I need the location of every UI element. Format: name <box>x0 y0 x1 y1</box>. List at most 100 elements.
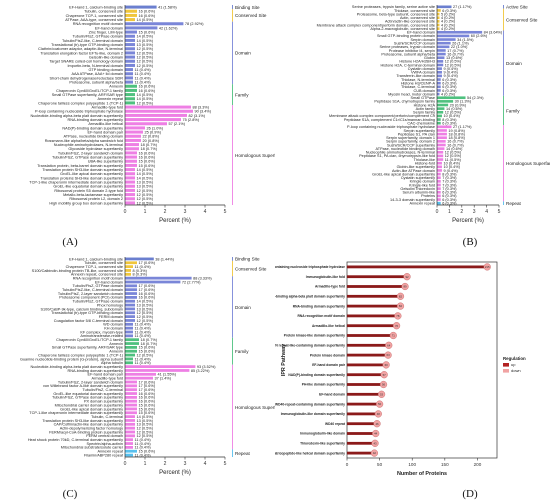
legend-bracket <box>503 95 504 125</box>
category-label: von Willebrand factor A-like domain supe… <box>43 384 123 388</box>
value-label: 16 (0.6%) <box>139 392 156 396</box>
bar <box>125 434 135 438</box>
value-label: 17 (0.6%) <box>139 284 156 288</box>
value-label: 16 (0.7%) <box>447 143 464 147</box>
bar <box>437 100 454 103</box>
x-tick-label: 0 <box>346 462 349 467</box>
category-label: Serpin superfamily <box>404 129 436 133</box>
bar <box>125 288 137 292</box>
bar <box>437 70 442 74</box>
category-label: Immunoglobulin-like fold <box>306 275 345 279</box>
bar <box>347 451 375 455</box>
category-label: Thioredoxin-like superfamily <box>300 442 345 446</box>
value-label: 11 (0.4%) <box>135 72 152 76</box>
category-label: Translational (tr)-type GTP-binding doma… <box>51 43 123 47</box>
value-label: 56 <box>382 383 386 387</box>
category-label: EF-hand domain <box>407 31 435 35</box>
bar <box>125 84 137 88</box>
category-label: GroEL-like equatorial domain superfamily <box>53 185 123 189</box>
value-label: 10 (0.4%) <box>443 114 460 118</box>
category-label: Annexin <box>109 342 123 346</box>
category-label: Coagulation factor 5/8 C-terminal domain <box>54 319 123 323</box>
category-label: Short-chain dehydrogenase/reductase SDR <box>50 76 124 80</box>
value-label: 4 (0.2%) <box>441 92 456 96</box>
bar <box>125 138 141 142</box>
category-label: PX domain superfamily <box>84 400 123 404</box>
value-label: 11 (0.4%) <box>135 68 152 72</box>
value-label: 18 (0.7%) <box>141 143 158 147</box>
category-label: Protease inhibitor I4, serpin <box>389 49 435 53</box>
value-label: 82 (3.1%) <box>189 114 206 118</box>
category-label: Tubulin/FtsZ, GTPase domain <box>72 300 123 304</box>
value-label: 43 <box>373 441 377 445</box>
value-label: 8 (0.3%) <box>133 269 148 273</box>
value-label: 6 (0.3%) <box>442 122 457 126</box>
value-label: 16 (0.7%) <box>447 52 464 56</box>
category-label: Tubulin/FtsZ-like, C-terminal domain <box>62 288 123 292</box>
value-marker <box>377 390 386 398</box>
value-marker <box>385 341 393 349</box>
bar <box>125 411 137 415</box>
bar <box>125 265 133 268</box>
category-label: Peptidase S1A, complement C1r/C1s/mannan… <box>344 118 435 122</box>
bar <box>125 272 131 276</box>
x-tick-label: 4 <box>485 209 488 215</box>
category-label: S100/CaBP-9k-type, calcium binding, subd… <box>40 307 123 311</box>
value-label: 26 (1.1%) <box>452 42 469 46</box>
value-label: 37 (1.4%) <box>155 376 172 380</box>
bar <box>437 38 456 41</box>
bar <box>437 27 440 30</box>
legend-bracket <box>232 5 233 10</box>
bar <box>437 136 447 140</box>
bar <box>347 422 377 426</box>
bar <box>125 369 190 372</box>
bar <box>125 34 135 38</box>
value-label: 7 (0.3%) <box>442 180 457 184</box>
category-label: Nucleotide-binding alpha-beta plait doma… <box>31 114 124 118</box>
value-label: 11 (0.4%) <box>135 357 152 361</box>
category-label: Annexin repeat <box>97 97 123 101</box>
category-label: Actin-like ATPase domain <box>392 169 435 173</box>
value-label: 12 (0.5%) <box>445 60 462 64</box>
value-label: 16 (0.6%) <box>139 292 156 296</box>
category-label: KH domain <box>104 326 123 330</box>
value-label: 50 <box>378 402 382 406</box>
value-label: 12 (0.5%) <box>137 189 154 193</box>
category-label: Tubulin/FtsZ, C-terminal <box>82 388 123 392</box>
value-label: 16 (0.6%) <box>139 400 156 404</box>
value-label: 13 (0.5%) <box>137 419 154 423</box>
value-label: 12 (0.5%) <box>137 47 154 51</box>
category-label: Target SNARE coiled-coil homology domain <box>49 60 123 64</box>
x-tick-label: 5 <box>498 209 501 215</box>
bar <box>125 26 158 30</box>
x-tick-label: 4 <box>204 209 207 215</box>
panel-b: Serine proteases, trypsin family, serine… <box>275 0 550 252</box>
value-marker <box>389 331 397 340</box>
value-label: 12 (0.5%) <box>445 154 462 158</box>
legend-title: Regulation <box>503 356 526 361</box>
bar <box>125 122 167 126</box>
value-label: 12 (0.5%) <box>445 111 462 115</box>
value-label: 16 (0.6%) <box>139 296 156 300</box>
value-label: 17 (0.6%) <box>139 288 156 292</box>
bar <box>437 165 442 169</box>
legend-bracket <box>232 257 233 261</box>
value-label: 10 (0.4%) <box>443 162 460 166</box>
x-tick-label: 1 <box>144 209 147 215</box>
bar <box>347 402 380 406</box>
category-label: Tubulin/FtsZ, 2-layer sandwich domain <box>58 151 123 155</box>
bar <box>125 180 135 184</box>
x-axis-title: Percent (%) <box>159 470 191 476</box>
value-marker <box>384 351 392 359</box>
category-label: GTP binding domain <box>88 68 123 72</box>
value-marker <box>373 420 381 428</box>
bar <box>437 132 447 136</box>
category-label: CAC-chemokine <box>407 122 435 126</box>
category-label: Ribosomal protein S5 domain 2-type fold <box>54 189 123 193</box>
category-label: S100/Calbindin-binding protein TB-like, … <box>32 269 123 273</box>
bar <box>347 432 376 435</box>
value-label: 25 (0.9%) <box>145 130 162 134</box>
value-label: 16 (0.6%) <box>139 89 156 93</box>
bar <box>125 449 137 453</box>
bar <box>125 109 193 113</box>
